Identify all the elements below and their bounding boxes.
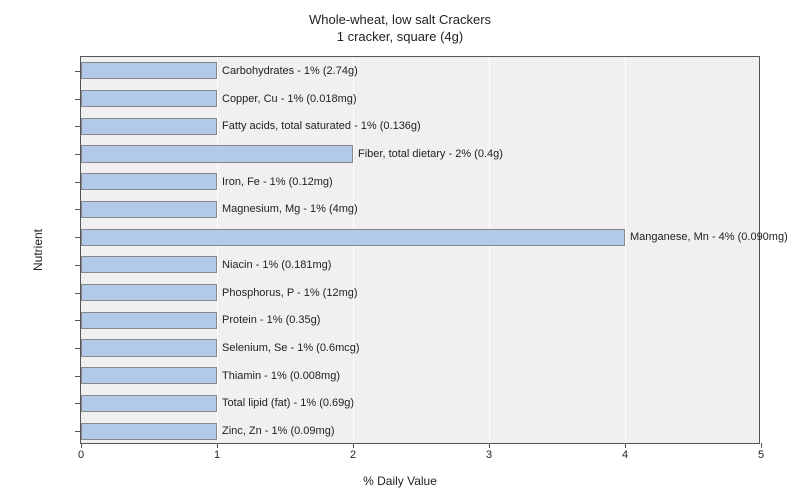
bar-label: Copper, Cu - 1% (0.018mg) xyxy=(222,93,357,105)
gridline xyxy=(625,57,626,443)
y-tick xyxy=(75,126,81,127)
bar: Niacin - 1% (0.181mg) xyxy=(81,256,217,273)
bar-label: Carbohydrates - 1% (2.74g) xyxy=(222,65,358,77)
x-tick-label: 2 xyxy=(350,449,356,461)
x-tick xyxy=(489,443,490,448)
bar-label: Niacin - 1% (0.181mg) xyxy=(222,259,331,271)
y-tick xyxy=(75,431,81,432)
x-tick-label: 1 xyxy=(214,449,220,461)
x-tick-label: 5 xyxy=(758,449,764,461)
y-tick xyxy=(75,209,81,210)
y-tick xyxy=(75,376,81,377)
y-tick xyxy=(75,99,81,100)
bar-label: Iron, Fe - 1% (0.12mg) xyxy=(222,176,333,188)
bar-label: Fatty acids, total saturated - 1% (0.136… xyxy=(222,120,421,132)
plot-area: 012345Carbohydrates - 1% (2.74g)Copper, … xyxy=(80,56,760,444)
y-tick xyxy=(75,154,81,155)
y-tick xyxy=(75,71,81,72)
bar-label: Thiamin - 1% (0.008mg) xyxy=(222,370,340,382)
y-axis-label: Nutrient xyxy=(31,229,45,271)
bar-label: Magnesium, Mg - 1% (4mg) xyxy=(222,203,358,215)
x-axis-label: % Daily Value xyxy=(363,474,437,488)
chart-title-line1: Whole-wheat, low salt Crackers xyxy=(0,12,800,29)
x-tick xyxy=(625,443,626,448)
x-tick xyxy=(761,443,762,448)
bar-label: Fiber, total dietary - 2% (0.4g) xyxy=(358,148,503,160)
x-tick-label: 3 xyxy=(486,449,492,461)
bar: Fatty acids, total saturated - 1% (0.136… xyxy=(81,118,217,135)
gridline xyxy=(489,57,490,443)
nutrient-chart: Whole-wheat, low salt Crackers 1 cracker… xyxy=(0,0,800,500)
x-tick xyxy=(217,443,218,448)
y-tick xyxy=(75,237,81,238)
x-tick-label: 0 xyxy=(78,449,84,461)
y-tick xyxy=(75,182,81,183)
bar: Zinc, Zn - 1% (0.09mg) xyxy=(81,423,217,440)
chart-title-line2: 1 cracker, square (4g) xyxy=(0,29,800,46)
x-tick xyxy=(353,443,354,448)
bar-label: Zinc, Zn - 1% (0.09mg) xyxy=(222,425,334,437)
bar-label: Phosphorus, P - 1% (12mg) xyxy=(222,287,358,299)
x-tick xyxy=(81,443,82,448)
bar: Copper, Cu - 1% (0.018mg) xyxy=(81,90,217,107)
bar-label: Protein - 1% (0.35g) xyxy=(222,314,320,326)
y-tick xyxy=(75,265,81,266)
bar: Fiber, total dietary - 2% (0.4g) xyxy=(81,145,353,162)
bar-label: Total lipid (fat) - 1% (0.69g) xyxy=(222,397,354,409)
bar: Iron, Fe - 1% (0.12mg) xyxy=(81,173,217,190)
bar: Magnesium, Mg - 1% (4mg) xyxy=(81,201,217,218)
y-tick xyxy=(75,403,81,404)
chart-title: Whole-wheat, low salt Crackers 1 cracker… xyxy=(0,12,800,46)
bar: Total lipid (fat) - 1% (0.69g) xyxy=(81,395,217,412)
bar-label: Selenium, Se - 1% (0.6mcg) xyxy=(222,342,360,354)
x-tick-label: 4 xyxy=(622,449,628,461)
bar: Protein - 1% (0.35g) xyxy=(81,312,217,329)
bar: Carbohydrates - 1% (2.74g) xyxy=(81,62,217,79)
bar: Selenium, Se - 1% (0.6mcg) xyxy=(81,339,217,356)
bar: Phosphorus, P - 1% (12mg) xyxy=(81,284,217,301)
y-tick xyxy=(75,293,81,294)
gridline xyxy=(217,57,218,443)
bar: Manganese, Mn - 4% (0.090mg) xyxy=(81,229,625,246)
y-tick xyxy=(75,348,81,349)
bar-label: Manganese, Mn - 4% (0.090mg) xyxy=(630,231,788,243)
gridline xyxy=(353,57,354,443)
bar: Thiamin - 1% (0.008mg) xyxy=(81,367,217,384)
y-tick xyxy=(75,320,81,321)
